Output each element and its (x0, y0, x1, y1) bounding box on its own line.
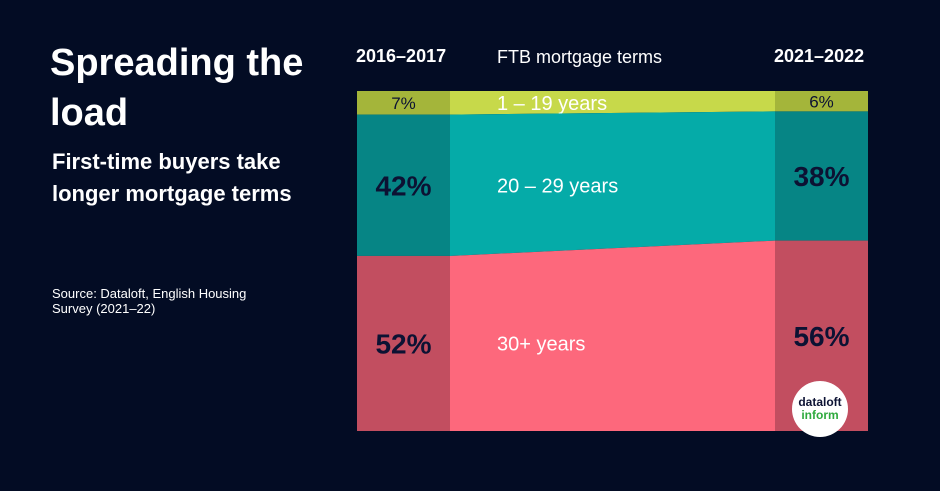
value-label-end-1-19-years: 6% (809, 92, 834, 111)
value-label-end-30-years: 56% (793, 321, 849, 352)
logo-line-1: dataloft (798, 395, 842, 409)
value-label-start-30-years: 52% (375, 329, 431, 360)
period-label-start: 2016–2017 (356, 46, 447, 66)
dataloft-logo: dataloft inform (792, 381, 848, 437)
band-1-19-years (450, 91, 775, 115)
bar-end-20-29-years (775, 111, 868, 241)
bar-end-1-19-years (775, 91, 868, 112)
period-label-end: 2021–2022 (774, 46, 865, 66)
page-title: Spreading the load (50, 42, 304, 134)
band-20-29-years (450, 111, 775, 256)
page-subtitle: First-time buyers take longer mortgage t… (52, 149, 292, 206)
value-label-start-20-29-years: 42% (375, 170, 431, 201)
bar-start-20-29-years (357, 114, 450, 256)
chart-title: FTB mortgage terms (497, 47, 663, 67)
series-label-20-29-years: 20 – 29 years (497, 175, 618, 197)
series-label-30-years: 30+ years (497, 333, 585, 355)
band-30-years (450, 240, 775, 431)
value-label-start-1-19-years: 7% (391, 94, 416, 113)
logo-line-2: inform (801, 408, 839, 422)
source-note: Source: Dataloft, English Housing Survey… (52, 286, 247, 316)
bar-start-1-19-years (357, 91, 450, 115)
series-label-1-19-years: 1 – 19 years (497, 93, 607, 115)
value-label-end-20-29-years: 38% (793, 161, 849, 192)
bar-start-30-years (357, 255, 450, 431)
